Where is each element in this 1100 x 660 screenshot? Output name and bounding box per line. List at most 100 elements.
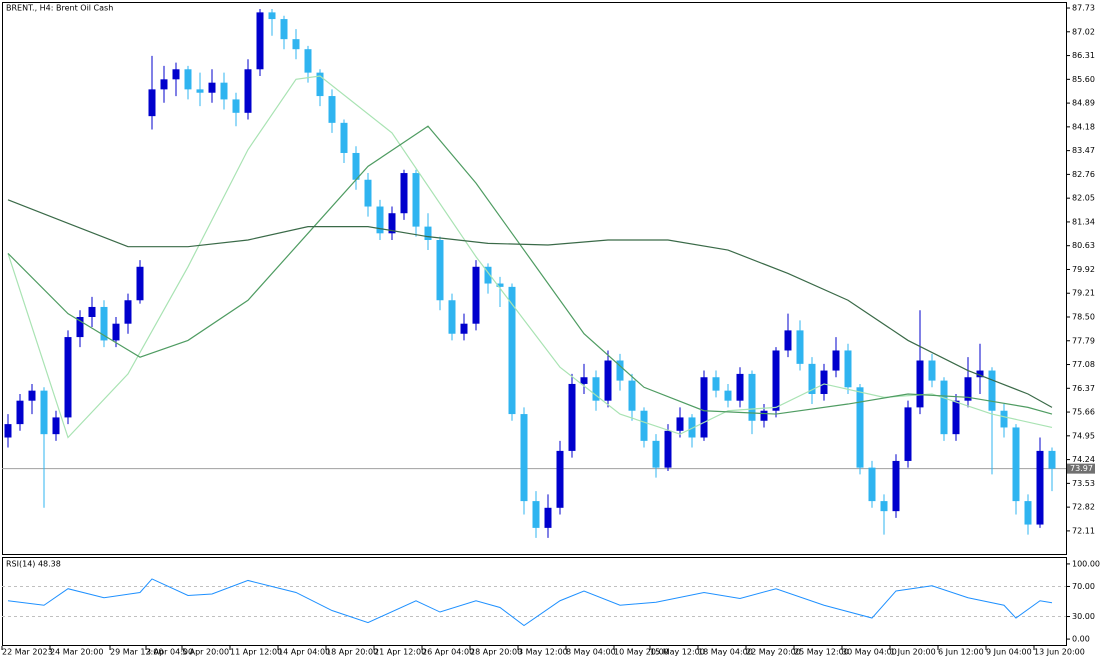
candle-body (304, 49, 312, 73)
x-tick-label: 18 May 04:00 (698, 648, 753, 657)
candle-body (220, 82, 228, 100)
candle-body (844, 350, 852, 388)
x-tick-label: 22 Mar 2023 (2, 648, 53, 657)
y-tick-label: 83.47 (1072, 146, 1095, 155)
candle-body (796, 330, 804, 364)
y-tick-label: 79.21 (1072, 289, 1095, 298)
candle-body (736, 373, 744, 401)
y-tick-label: 82.05 (1072, 194, 1095, 203)
candle-body (448, 300, 456, 334)
candle-body (664, 430, 672, 468)
candle-body (1012, 427, 1020, 502)
x-tick-label: 24 Mar 20:00 (50, 648, 103, 657)
candle-body (700, 377, 708, 438)
x-tick-label: 15 May 12:00 (650, 648, 705, 657)
candle-body (64, 337, 72, 418)
y-tick-label: 74.24 (1072, 455, 1095, 464)
x-tick-label: 5 Apr 20:00 (182, 648, 229, 657)
candle-body (988, 370, 996, 411)
candle-body (184, 69, 192, 90)
x-tick-label: 3 Apr 04:00 (146, 648, 193, 657)
last-price-box (1067, 463, 1095, 474)
candle-body (244, 69, 252, 113)
candle-body (388, 213, 396, 234)
candle-body (208, 82, 216, 93)
candle-body (160, 79, 168, 90)
candle-body (580, 377, 588, 384)
y-tick-label: 84.89 (1072, 99, 1095, 108)
candle-body (76, 316, 84, 338)
candle-body (112, 323, 120, 341)
candle-body (916, 360, 924, 408)
y-tick-label: 79.92 (1072, 265, 1095, 274)
candle-body (124, 300, 132, 324)
candle-body (556, 450, 564, 508)
main-panel (2, 2, 1067, 555)
candle-body (928, 360, 936, 381)
candle-body (508, 286, 516, 415)
x-tick-label: 1 Jun 20:00 (890, 648, 936, 657)
y-tick-label: 87.73 (1072, 4, 1095, 13)
candle-body (1036, 450, 1044, 525)
candle-body (316, 72, 324, 97)
y-tick-label: 87.02 (1072, 27, 1095, 36)
y-tick-label: 86.31 (1072, 51, 1095, 60)
candle-body (460, 323, 468, 334)
y-tick-label: 72.82 (1072, 503, 1095, 512)
y-tick-label: 85.60 (1072, 75, 1095, 84)
x-tick-label: 22 May 20:00 (746, 648, 801, 657)
x-tick-label: 14 Apr 04:00 (278, 648, 330, 657)
candle-body (616, 360, 624, 381)
candle-body (1048, 450, 1056, 469)
y-tick-label: 77.08 (1072, 360, 1095, 369)
candle-body (604, 360, 612, 401)
candle-body (676, 417, 684, 431)
y-tick-label: 75.66 (1072, 408, 1095, 417)
candle-body (748, 373, 756, 421)
rsi-tick-label: 0.00 (1072, 635, 1090, 644)
candle-body (952, 400, 960, 435)
candle-body (880, 501, 888, 512)
candle-body (964, 377, 972, 401)
y-tick-label: 81.34 (1072, 217, 1095, 226)
candle-body (400, 173, 408, 214)
rsi-title: RSI(14) 48.38 (6, 560, 61, 569)
candle-body (868, 467, 876, 502)
moving-average (7, 199, 1053, 408)
y-tick-label: 80.63 (1072, 241, 1095, 250)
y-tick-label: 77.79 (1072, 336, 1095, 345)
rsi-panel (2, 557, 1067, 646)
candle-body (88, 306, 96, 317)
moving-average (7, 125, 1053, 415)
candle-body (28, 390, 36, 401)
last-price-label: 73.97 (1070, 464, 1093, 473)
candle-body (280, 19, 288, 40)
rsi-line (7, 578, 1053, 627)
candle-body (472, 266, 480, 324)
x-tick-label: 29 Mar 12:00 (110, 648, 163, 657)
candle-body (772, 350, 780, 411)
candle-body (856, 387, 864, 468)
candle-body (712, 377, 720, 391)
candle-body (484, 266, 492, 284)
candle-body (148, 89, 156, 117)
candle-body (328, 96, 336, 123)
candle-body (196, 89, 204, 93)
rsi-tick-label: 70.00 (1072, 582, 1095, 591)
candle-body (340, 122, 348, 153)
candle-body (172, 69, 180, 80)
candle-body (904, 407, 912, 461)
candle-body (292, 39, 300, 50)
candle-body (424, 226, 432, 241)
candle-body (16, 400, 24, 425)
candle-body (364, 179, 372, 207)
y-tick-label: 73.53 (1072, 479, 1095, 488)
candle-body (412, 173, 420, 227)
candle-body (544, 507, 552, 528)
candle-body (520, 414, 528, 502)
rsi-tick-label: 100.00 (1072, 559, 1100, 568)
x-tick-label: 26 Apr 04:00 (422, 648, 474, 657)
y-tick-label: 74.95 (1072, 431, 1095, 440)
y-tick-label: 82.76 (1072, 170, 1095, 179)
